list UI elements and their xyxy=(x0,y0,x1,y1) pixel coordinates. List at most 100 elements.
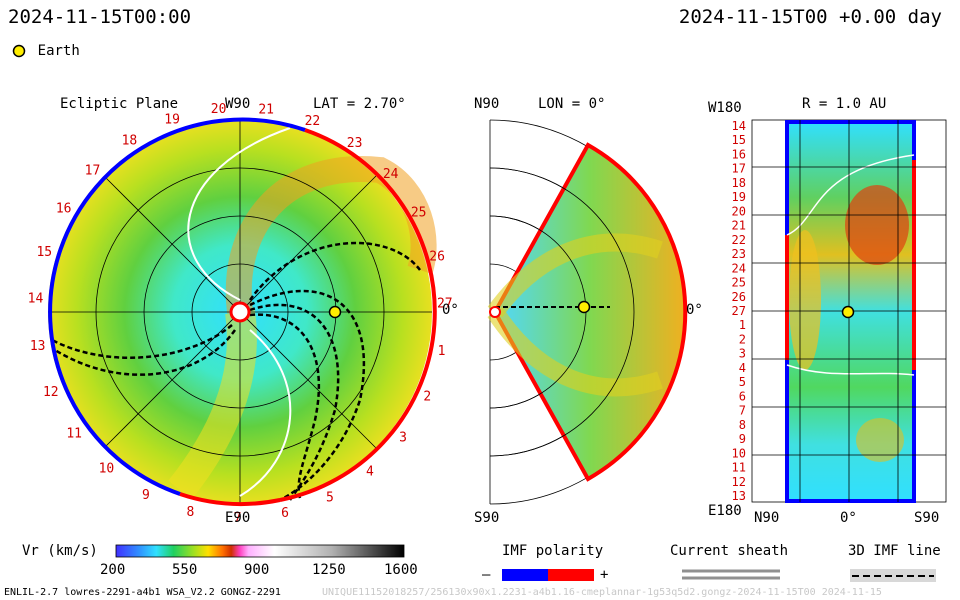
radial-sector-label: 4 xyxy=(739,361,746,375)
ecliptic-sector-label: 8 xyxy=(186,505,194,520)
meridional-bottom-label: S90 xyxy=(474,510,500,526)
velocity-colorbar xyxy=(115,544,405,558)
footer-run-id: UNIQUE11152018257/256130x90x1.2231-a4b1.… xyxy=(322,587,882,598)
ecliptic-sector-label: 10 xyxy=(99,462,115,477)
imf-negative-swatch xyxy=(502,569,548,581)
imf-plus-label: + xyxy=(600,567,609,583)
ecliptic-sector-label: 4 xyxy=(366,465,374,480)
radial-sector-label: 15 xyxy=(732,133,746,147)
radial-sector-label: 25 xyxy=(732,276,746,290)
colorbar-tick-550: 550 xyxy=(172,562,198,578)
ecliptic-bottom-label: E90 xyxy=(225,510,251,526)
radial-x-label-n90: N90 xyxy=(754,510,780,526)
radial-sector-label: 2 xyxy=(739,333,746,347)
meridional-right-label: 0° xyxy=(686,302,703,318)
radial-sector-label: 6 xyxy=(739,389,746,403)
radial-sector-label: 13 xyxy=(732,489,746,503)
ecliptic-sector-label: 19 xyxy=(164,113,180,128)
radial-sector-label: 1 xyxy=(739,318,746,332)
ecliptic-fast-stream xyxy=(225,156,437,314)
ecliptic-sector-labels: 20 21222324252627123456789101112131415161… xyxy=(28,102,453,526)
imf3d-background xyxy=(850,569,936,582)
imf3d-label: 3D IMF line xyxy=(848,543,941,559)
ecliptic-sector-label: 7 xyxy=(234,511,242,526)
ecliptic-sector-label: 15 xyxy=(36,245,52,260)
radial-sector-label: 11 xyxy=(732,461,746,475)
ecliptic-sector-label: 1 xyxy=(438,344,446,359)
ecliptic-sector-label: 17 xyxy=(85,164,101,179)
radial-earth-marker xyxy=(841,305,855,319)
earth-legend-label: Earth xyxy=(37,43,80,59)
meridional-lon-label: LON = 0° xyxy=(538,96,606,112)
radial-sector-labels: 1415161718192021222324252627123456789101… xyxy=(732,119,746,503)
colorbar-tick-900: 900 xyxy=(244,562,270,578)
radial-sector-label: 9 xyxy=(739,432,746,446)
radial-sector-label: 3 xyxy=(739,347,746,361)
ecliptic-right-label: 0° xyxy=(442,302,459,318)
imf-polarity-label: IMF polarity xyxy=(502,543,604,559)
radial-sector-label: 24 xyxy=(732,261,746,275)
ecliptic-sector-label: 20 xyxy=(211,102,227,117)
meridional-earth-marker xyxy=(577,300,591,314)
radial-sector-label: 5 xyxy=(739,375,746,389)
ecliptic-sector-label: 23 xyxy=(347,136,363,151)
ecliptic-title: Ecliptic Plane xyxy=(60,96,179,112)
ecliptic-earth-marker xyxy=(328,305,342,319)
imf-positive-swatch xyxy=(548,569,594,581)
ecliptic-sector-label: 24 xyxy=(383,167,399,182)
radial-sector-label: 22 xyxy=(732,233,746,247)
radial-sector-label: 17 xyxy=(732,162,746,176)
radial-x-label-s90: S90 xyxy=(914,510,940,526)
sun-marker xyxy=(229,301,251,323)
ecliptic-sector-label: 11 xyxy=(66,427,82,442)
radial-map-plot: 1415161718192021222324252627123456789101… xyxy=(732,119,947,503)
ecliptic-sector-label: 14 xyxy=(28,292,44,307)
ecliptic-sector-label: 3 xyxy=(399,430,407,445)
current-sheath-label: Current sheath xyxy=(670,543,789,559)
ecliptic-sector-label: 22 xyxy=(305,114,321,129)
radial-top-left-label: W180 xyxy=(708,100,742,116)
radial-r-label: R = 1.0 AU xyxy=(802,96,887,112)
ecliptic-sector-label: 6 xyxy=(281,506,289,521)
radial-sector-label: 16 xyxy=(732,148,746,162)
ecliptic-lat-label: LAT = 2.70° xyxy=(313,96,406,112)
ecliptic-sector-label: 26 xyxy=(429,250,445,265)
radial-sector-label: 21 xyxy=(732,219,746,233)
ecliptic-plane-plot: 20 21222324252627123456789101112131415161… xyxy=(28,102,453,526)
earth-legend: Earth xyxy=(12,40,80,59)
radial-sector-label: 18 xyxy=(732,176,746,190)
radial-sector-label: 19 xyxy=(732,190,746,204)
ecliptic-sector-label: 5 xyxy=(326,490,334,505)
imf-minus-label: – xyxy=(482,567,491,583)
colorbar-tick-200: 200 xyxy=(100,562,126,578)
radial-sector-label: 7 xyxy=(739,404,746,418)
ecliptic-top-label: W90 xyxy=(225,96,251,112)
ecliptic-sector-label: 21 xyxy=(258,103,274,118)
radial-sector-label: 8 xyxy=(739,418,746,432)
radial-sector-label: 12 xyxy=(732,475,746,489)
radial-sector-label: 10 xyxy=(732,446,746,460)
ecliptic-sector-label: 18 xyxy=(122,133,138,148)
earth-marker-icon xyxy=(12,44,26,57)
radial-x-label-0: 0° xyxy=(840,510,857,526)
radial-sector-label: 20 xyxy=(732,204,746,218)
meridional-plane-plot xyxy=(487,119,688,505)
radial-sector-label: 14 xyxy=(732,119,746,133)
radial-bottom-left-label: E180 xyxy=(708,503,742,519)
meridional-top-label: N90 xyxy=(474,96,500,112)
radial-sector-label: 23 xyxy=(732,247,746,261)
ecliptic-sector-label: 12 xyxy=(43,385,59,400)
colorbar-tick-1250: 1250 xyxy=(312,562,346,578)
colorbar-label: Vr (km/s) xyxy=(22,543,98,559)
radial-sector-label: 26 xyxy=(732,290,746,304)
ecliptic-sector-label: 9 xyxy=(142,488,150,503)
ecliptic-sector-label: 25 xyxy=(411,206,427,221)
radial-sector-label: 27 xyxy=(732,304,746,318)
ecliptic-sector-label: 16 xyxy=(56,201,72,216)
ecliptic-sector-label: 13 xyxy=(30,339,46,354)
header-left-time: 2024-11-15T00:00 xyxy=(8,6,192,28)
ecliptic-sector-label: 2 xyxy=(423,389,431,404)
ecliptic-sector-label: 27 xyxy=(437,297,453,312)
colorbar-tick-1600: 1600 xyxy=(384,562,418,578)
meridional-wedge xyxy=(492,142,688,482)
